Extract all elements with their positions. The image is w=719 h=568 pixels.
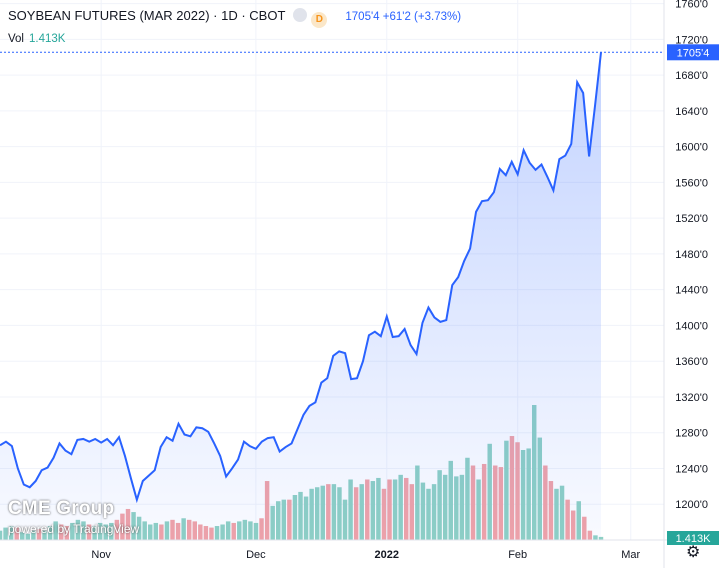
x-tick-label: Dec: [246, 549, 266, 561]
volume-legend-value: 1.413K: [29, 33, 66, 45]
quote-text: 1705'4 +61'2 (+3.73%): [345, 11, 462, 23]
y-tick-label: 1680'0: [675, 70, 708, 82]
y-tick-label: 1720'0: [675, 34, 708, 46]
y-tick-label: 1400'0: [675, 320, 708, 332]
x-tick-label: Feb: [508, 549, 527, 561]
volume-legend-label: Vol: [8, 33, 24, 45]
brand-name: CME Group: [8, 498, 115, 519]
y-tick-label: 1760'0: [675, 0, 708, 11]
x-tick-label: 2022: [375, 549, 399, 561]
time-axis: Nov Dec 2022 Feb Mar: [91, 549, 640, 561]
symbol-title[interactable]: SOYBEAN FUTURES (MAR 2022) · 1D · CBOT: [8, 8, 286, 23]
y-tick-label: 1600'0: [675, 142, 708, 154]
legend: SOYBEAN FUTURES (MAR 2022) · 1D · CBOT D 1…: [8, 8, 461, 28]
volume-legend: Vol 1.413K: [8, 33, 65, 45]
price-line: [0, 52, 602, 504]
y-tick-label: 1280'0: [675, 428, 708, 440]
brand-logo[interactable]: CME Group powered by TradingView: [8, 498, 139, 536]
y-tick-label: 1320'0: [675, 392, 708, 404]
x-tick-label: Mar: [621, 549, 640, 561]
volume-label-text: 1.413K: [676, 533, 712, 545]
powered-by: powered by TradingView: [8, 522, 140, 536]
price-axis: 1760'0 1720'0 1680'0 1640'0 1600'0 1560'0 1520…: [675, 0, 708, 547]
last-price-label: 1705'4: [667, 44, 719, 61]
y-tick-label: 1520'0: [675, 213, 708, 225]
y-tick-label: 1200'0: [675, 499, 708, 511]
y-tick-label: 1480'0: [675, 249, 708, 261]
price-area: [0, 52, 601, 541]
volume-label: 1.413K: [667, 531, 719, 545]
x-tick-label: Nov: [91, 549, 111, 561]
status-dot-icon: [293, 8, 308, 22]
gear-icon[interactable]: ⚙: [686, 544, 701, 561]
y-tick-label: 1440'0: [675, 285, 708, 297]
y-tick-label: 1560'0: [675, 177, 708, 189]
delay-badge[interactable]: D: [311, 12, 328, 28]
y-tick-label: 1640'0: [675, 106, 708, 118]
y-tick-label: 1240'0: [675, 463, 708, 475]
y-tick-label: 1360'0: [675, 356, 708, 368]
last-price-text: 1705'4: [677, 47, 710, 59]
